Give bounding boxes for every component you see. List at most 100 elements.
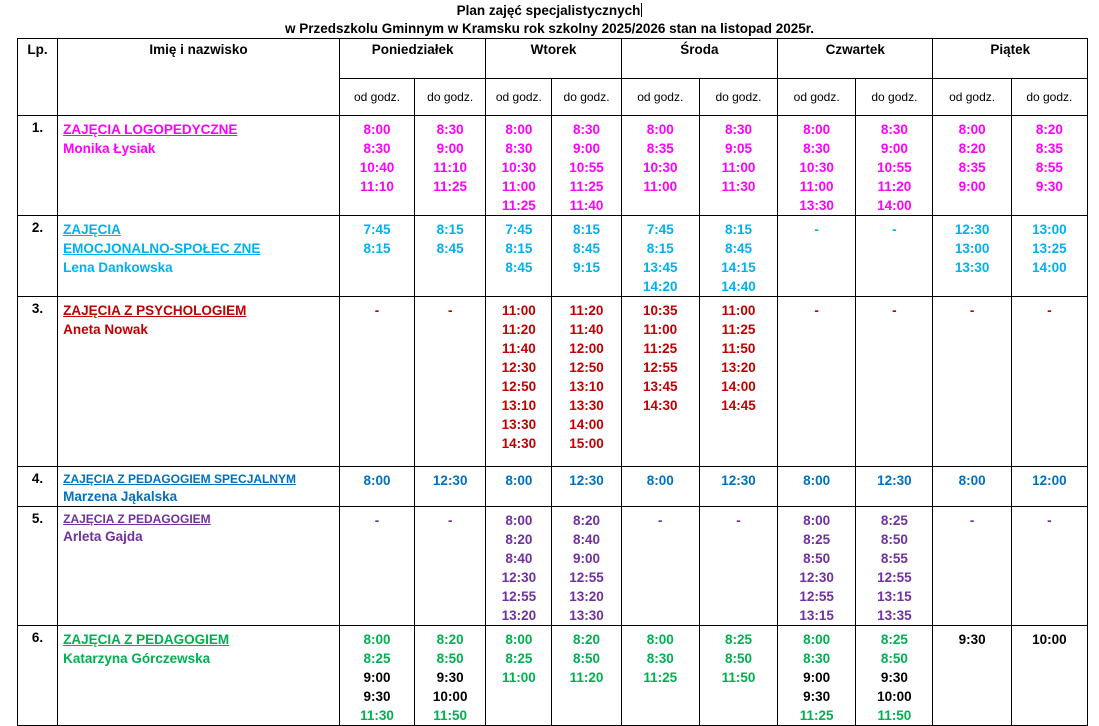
- time-value: 8:15: [724, 222, 752, 237]
- header-day-tuesday: Wtorek: [485, 38, 622, 79]
- time-from-cell: 8:00 8:30 11:25: [620, 625, 700, 726]
- time-value: 12:55: [569, 570, 604, 585]
- time-to-cell: 8:30 9:05 11:00 11:30: [698, 115, 779, 216]
- time-value: 11:00: [721, 160, 756, 175]
- time-value: 8:20: [436, 632, 464, 647]
- time-value: 11:00: [643, 179, 678, 194]
- time-value: 8:00: [505, 473, 533, 488]
- row-number: 4.: [16, 466, 59, 507]
- time-to-cell: -: [414, 506, 487, 626]
- time-from-cell: 8:00 8:25 11:00: [485, 625, 553, 726]
- time-value: 8:35: [1035, 141, 1063, 156]
- time-value: 8:00: [363, 122, 391, 137]
- time-value: 15:00: [569, 436, 604, 451]
- time-from-cell: 8:00 8:30 9:00 9:30 11:25: [777, 625, 857, 726]
- time-value: 9:30: [880, 670, 908, 685]
- time-from-cell: 8:00 8:30 10:30 11:00 13:30: [777, 115, 857, 216]
- time-value: 11:25: [721, 322, 756, 337]
- time-value: 12:50: [569, 360, 604, 375]
- time-to-cell: 12:30: [551, 466, 622, 507]
- time-value: 8:00: [363, 632, 391, 647]
- time-value: 12:00: [1032, 473, 1067, 488]
- time-value: 8:55: [1035, 160, 1063, 175]
- time-value: 12:30: [569, 473, 604, 488]
- table-row: 3. ZAJĘCIA Z PSYCHOLOGIEM Aneta Nowak - - 11:…: [16, 296, 1089, 467]
- no-session-dash: -: [1047, 303, 1052, 318]
- activity-title: ZAJĘCIA Z PEDAGOGIEM: [63, 512, 211, 526]
- time-value: 13:30: [954, 260, 990, 275]
- time-value: 9:30: [803, 689, 831, 704]
- subheader-from: od godz.: [932, 78, 1012, 116]
- time-to-cell: 13:00 13:25 14:00: [1010, 215, 1089, 297]
- subheader-from: od godz.: [777, 78, 857, 116]
- time-value: 8:45: [724, 241, 752, 256]
- teacher-name: Aneta Nowak: [63, 322, 148, 337]
- time-from-cell: 8:00: [932, 466, 1012, 507]
- time-from-cell: 7:45 8:15: [338, 215, 416, 297]
- time-value: 8:40: [505, 551, 533, 566]
- no-session-dash: -: [892, 303, 897, 318]
- time-value: 8:20: [505, 532, 533, 547]
- time-value: 14:40: [721, 279, 756, 294]
- time-to-cell: -: [698, 506, 779, 626]
- time-value: 11:30: [360, 708, 394, 723]
- subheader-to: do godz.: [551, 78, 622, 116]
- time-value: 8:50: [880, 532, 908, 547]
- time-to-cell: 8:20 8:50 9:30 10:00 11:50: [414, 625, 487, 726]
- time-from-cell: -: [338, 506, 416, 626]
- table-row: 1. ZAJĘCIA LOGOPEDYCZNE Monika Łysiak 8:00 8…: [16, 115, 1089, 216]
- time-value: 8:15: [436, 222, 464, 237]
- time-value: 8:15: [363, 241, 391, 256]
- row-number: 2.: [16, 215, 59, 297]
- time-value: 12:30: [877, 473, 912, 488]
- table-row: 4. ZAJĘCIA Z PEDAGOGIEM SPECJALNYM Marzena…: [16, 466, 1089, 507]
- time-value: 14:00: [1032, 260, 1067, 275]
- time-value: 12:50: [501, 379, 537, 394]
- time-from-cell: 10:35 11:00 11:25 12:55 13:45 14:30: [620, 296, 700, 467]
- no-session-dash: -: [814, 303, 819, 318]
- header-lp: Lp.: [16, 38, 59, 116]
- time-value: 12:00: [569, 341, 604, 356]
- time-value: 11:25: [569, 179, 604, 194]
- teacher-name: Lena Dankowska: [63, 260, 173, 275]
- time-value: 11:00: [643, 322, 678, 337]
- time-to-cell: -: [855, 296, 934, 467]
- time-to-cell: 12:00: [1010, 466, 1089, 507]
- time-to-cell: -: [855, 215, 934, 297]
- time-value: 10:40: [359, 160, 395, 175]
- time-value: 11:30: [721, 179, 756, 194]
- time-value: 13:25: [1032, 241, 1067, 256]
- time-value: 8:00: [958, 122, 986, 137]
- time-to-cell: -: [1010, 296, 1089, 467]
- time-to-cell: 8:30 9:00 10:55 11:20 14:00: [855, 115, 934, 216]
- activity-cell: ZAJĘCIA Z PEDAGOGIEM SPECJALNYM Marzena J…: [57, 466, 340, 507]
- time-value: 8:30: [803, 651, 831, 666]
- activity-cell: ZAJĘCIA EMOCJONALNO-SPOŁEC ZNE Lena Dankow…: [57, 215, 340, 297]
- time-to-cell: 8:25 8:50 8:55 12:55 13:15 13:35: [855, 506, 934, 626]
- header-day-monday: Poniedziałek: [338, 38, 487, 79]
- time-value: 9:30: [1035, 179, 1063, 194]
- time-to-cell: 8:15 8:45: [414, 215, 487, 297]
- time-value: 13:30: [501, 417, 537, 432]
- time-value: 14:20: [642, 279, 678, 294]
- time-value: 11:50: [877, 708, 912, 723]
- time-value: 8:25: [505, 651, 533, 666]
- time-value: 7:45: [505, 222, 533, 237]
- time-value: 9:00: [880, 141, 908, 156]
- time-value: 8:00: [646, 122, 674, 137]
- time-to-cell: 11:20 11:40 12:00 12:50 13:10 13:30 14:00 15:00: [551, 296, 622, 467]
- time-value: 9:00: [363, 670, 391, 685]
- time-value: 13:30: [569, 398, 604, 413]
- time-to-cell: 8:15 8:45 14:15 14:40: [698, 215, 779, 297]
- time-value: 10:55: [877, 160, 912, 175]
- time-value: 12:30: [501, 360, 537, 375]
- time-value: 12:30: [799, 570, 834, 585]
- time-value: 8:30: [803, 141, 831, 156]
- header-day-wednesday: Środa: [620, 38, 779, 79]
- time-value: 12:30: [954, 222, 990, 237]
- time-value: 8:15: [505, 241, 533, 256]
- time-value: 14:30: [642, 398, 678, 413]
- activity-title: ZAJĘCIA Z PEDAGOGIEM SPECJALNYM: [63, 472, 297, 486]
- time-value: 9:30: [363, 689, 391, 704]
- time-value: 13:00: [954, 241, 990, 256]
